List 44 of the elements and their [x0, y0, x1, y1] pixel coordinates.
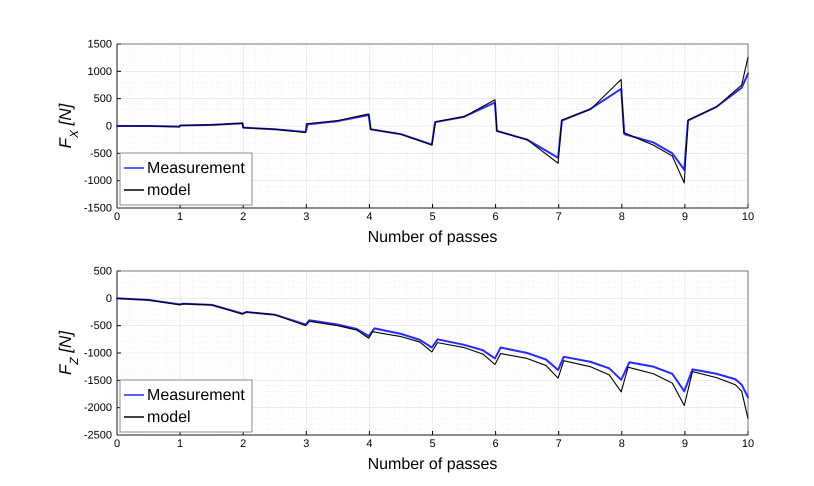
line-series: [116, 56, 749, 184]
y-tick-label: -1000: [84, 348, 112, 360]
y-tick-label: 0: [106, 292, 112, 305]
x-tick-label: 3: [303, 438, 310, 450]
x-tick-label: 10: [742, 210, 754, 223]
x-tick-label: 5: [429, 210, 436, 223]
x-tick-label: 9: [682, 438, 688, 450]
y-tick-label: 500: [94, 266, 112, 278]
x-tick-label: 0: [114, 210, 120, 223]
y-tick-label: 1000: [88, 66, 112, 78]
y-tick-label: -500: [90, 320, 112, 332]
legend-label: Measurement: [147, 387, 246, 404]
x-tick-label: 7: [556, 438, 562, 450]
y-tick-label: -1500: [84, 202, 112, 215]
x-tick-label: 0: [114, 438, 120, 450]
x-tick-label: 8: [618, 210, 625, 223]
y-tick-label: 500: [94, 93, 112, 106]
x-tick-label: 9: [682, 210, 688, 223]
x-tick-label: 7: [556, 210, 562, 223]
x-tick-label: 1: [177, 438, 184, 450]
x-tick-label: 2: [240, 438, 246, 450]
x-tick-label: 6: [492, 438, 499, 450]
x-axis-title: Number of passes: [368, 456, 498, 473]
x-axis-title: Number of passes: [368, 229, 498, 246]
x-tick-label: 4: [366, 210, 372, 223]
x-tick-label: 1: [177, 210, 184, 223]
y-tick-label: 1500: [88, 38, 112, 51]
legend-label: model: [147, 182, 191, 199]
x-tick-label: 4: [366, 438, 372, 450]
x-tick-label: 2: [240, 210, 246, 223]
y-tick-label: -500: [90, 148, 112, 160]
legend-label: Measurement: [147, 160, 246, 177]
x-tick-label: 3: [303, 210, 310, 223]
x-tick-label: 6: [492, 210, 499, 223]
x-tick-label: 10: [742, 438, 754, 450]
legend-label: model: [147, 409, 191, 426]
line-series: [116, 297, 749, 398]
y-tick-label: -2000: [84, 402, 112, 414]
y-tick-label: 0: [106, 120, 112, 133]
x-tick-label: 5: [429, 438, 436, 450]
y-tick-label: -2500: [84, 430, 112, 442]
y-tick-label: -1000: [84, 175, 112, 188]
x-tick-label: 8: [618, 438, 625, 450]
y-tick-label: -1500: [84, 374, 112, 387]
